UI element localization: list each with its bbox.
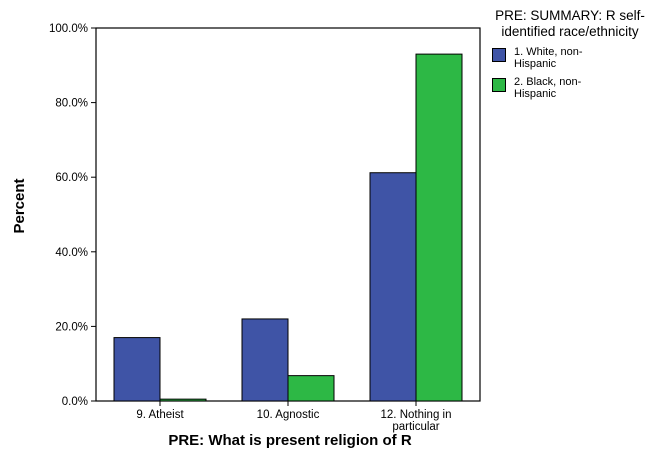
y-tick-label: 0.0% (62, 396, 88, 408)
legend-title: PRE: SUMMARY: R self-identified race/eth… (495, 8, 645, 39)
legend-swatch-white (492, 48, 506, 62)
bar (113, 337, 161, 402)
legend-swatch-black (492, 78, 506, 92)
legend: PRE: SUMMARY: R self-identified race/eth… (492, 8, 648, 100)
bar (159, 398, 207, 402)
legend-label-black: 2. Black, non-Hispanic (514, 76, 582, 100)
y-tick-label: 80.0% (55, 98, 88, 110)
x-tick-label: particular (392, 421, 439, 433)
y-tick-label: 20.0% (55, 321, 88, 333)
y-tick-label: 60.0% (55, 172, 88, 184)
y-tick-label: 40.0% (55, 247, 88, 259)
y-tick-label: 100.0% (49, 23, 88, 35)
legend-label-white: 1. White, non-Hispanic (514, 46, 583, 70)
x-tick-label: 10. Agnostic (257, 409, 320, 421)
x-tick-label: 9. Atheist (136, 409, 184, 421)
y-axis-title: Percent (11, 178, 28, 233)
x-axis-title: PRE: What is present religion of R (168, 432, 412, 449)
x-tick-label: 12. Nothing in (381, 409, 452, 421)
bar (415, 53, 463, 402)
bar (369, 172, 417, 402)
legend-item-black: 2. Black, non-Hispanic (492, 76, 648, 100)
legend-item-white: 1. White, non-Hispanic (492, 46, 648, 70)
bar (287, 375, 335, 402)
bar (241, 318, 289, 402)
